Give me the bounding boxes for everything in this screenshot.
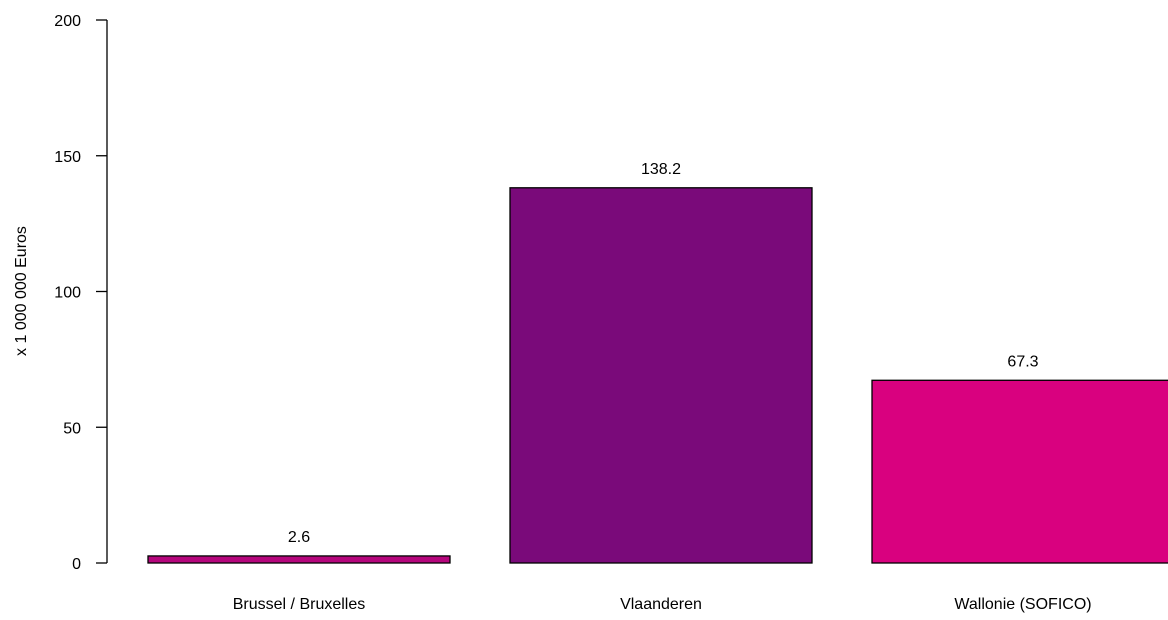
y-tick-label: 200 [54, 13, 81, 30]
y-axis: 0 50 100 150 200 [54, 13, 108, 573]
x-category-label: Vlaanderen [620, 596, 702, 613]
bar-value-label: 2.6 [288, 529, 310, 546]
bar-value-label: 67.3 [1007, 353, 1038, 370]
bars-group [147, 187, 1168, 564]
bar [509, 187, 813, 564]
bar [871, 379, 1168, 564]
y-tick-label: 0 [72, 556, 81, 573]
category-labels-group: Brussel / Bruxelles Vlaanderen Wallonie (S… [233, 596, 1092, 613]
x-category-label: Brussel / Bruxelles [233, 596, 366, 613]
bar-value-label: 138.2 [641, 161, 681, 178]
value-labels-group: 2.6 138.2 67.3 [288, 161, 1039, 546]
x-category-label: Wallonie (SOFICO) [954, 596, 1091, 613]
y-tick-label: 150 [54, 149, 81, 166]
y-tick-label: 50 [63, 420, 81, 437]
bar [147, 555, 451, 564]
y-axis-label: x 1 000 000 Euros [13, 226, 30, 356]
y-tick-label: 100 [54, 285, 81, 302]
